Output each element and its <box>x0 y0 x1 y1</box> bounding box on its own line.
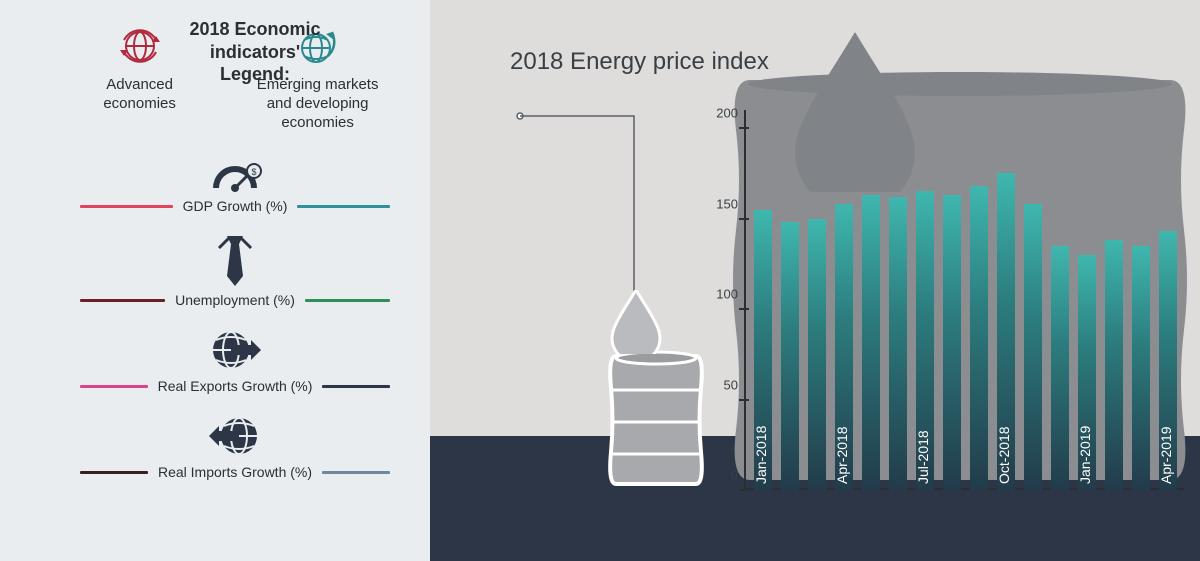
indicator-label: Real Imports Growth (%) <box>158 464 312 480</box>
indicator-imports: Real Imports Growth (%) <box>80 412 390 480</box>
y-tick-label: 50 <box>724 377 738 392</box>
globe-right-icon <box>207 326 263 374</box>
indicator-exports: Real Exports Growth (%) <box>80 326 390 394</box>
line-left <box>80 205 173 208</box>
indicator-label: Real Exports Growth (%) <box>158 378 313 394</box>
line-left <box>80 299 165 302</box>
line-right <box>322 471 390 474</box>
bar: Oct-2018 <box>997 173 1015 490</box>
y-tick-label: 200 <box>716 106 738 121</box>
energy-bar-chart: 050100150200Jan-2018Apr-2018Jul-2018Oct-… <box>744 110 1184 490</box>
y-tick-label: 0 <box>731 468 738 483</box>
bar-month-label: Jul-2018 <box>915 430 931 484</box>
legend-panel: Advanced economies Emerging markets and … <box>0 0 430 561</box>
globe-left-icon <box>207 412 263 460</box>
gauge-icon: $ <box>207 154 263 194</box>
y-tick <box>739 399 749 401</box>
bar <box>1051 246 1069 490</box>
bar-month-label: Jan-2019 <box>1077 426 1093 484</box>
bar-month-label: Apr-2018 <box>834 426 850 484</box>
y-tick <box>739 218 749 220</box>
bar <box>1105 240 1123 490</box>
y-tick <box>739 489 749 491</box>
bar <box>1024 204 1042 490</box>
indicator-label: GDP Growth (%) <box>183 198 288 214</box>
y-tick-label: 150 <box>716 196 738 211</box>
line-left <box>80 385 148 388</box>
bar: Jan-2019 <box>1078 255 1096 490</box>
svg-text:$: $ <box>251 167 256 177</box>
bar: Jul-2018 <box>916 191 934 490</box>
line-right <box>297 205 390 208</box>
y-tick-label: 100 <box>716 287 738 302</box>
bar <box>808 219 826 490</box>
indicator-gdp: $ GDP Growth (%) <box>80 154 390 214</box>
line-left <box>80 471 148 474</box>
tie-icon <box>215 232 255 288</box>
y-tick <box>739 127 749 129</box>
bar <box>889 197 907 490</box>
bar-month-label: Apr-2019 <box>1158 426 1174 484</box>
indicator-list: $ GDP Growth (%) Unemployment <box>80 154 390 480</box>
bar <box>781 222 799 490</box>
globe-arrows-icon <box>116 22 164 70</box>
small-drop-icon <box>610 290 662 354</box>
bar <box>970 186 988 490</box>
small-barrel-icon <box>608 350 704 490</box>
y-axis <box>744 110 746 490</box>
legend-title: 2018 Economic indicators' Legend: <box>175 18 335 86</box>
bar-month-label: Jan-2018 <box>753 426 769 484</box>
indicator-unemployment: Unemployment (%) <box>80 232 390 308</box>
bar: Apr-2018 <box>835 204 853 490</box>
bar: Apr-2019 <box>1159 231 1177 490</box>
bar-month-label: Oct-2018 <box>996 426 1012 484</box>
y-tick <box>739 308 749 310</box>
chart-panel: 2018 Energy price index 050100150200Jan-… <box>430 0 1200 561</box>
line-right <box>322 385 390 388</box>
bar <box>862 195 880 490</box>
bar: Jan-2018 <box>754 210 772 490</box>
bar <box>943 195 961 490</box>
indicator-label: Unemployment (%) <box>175 292 295 308</box>
bar <box>1132 246 1150 490</box>
line-right <box>305 299 390 302</box>
